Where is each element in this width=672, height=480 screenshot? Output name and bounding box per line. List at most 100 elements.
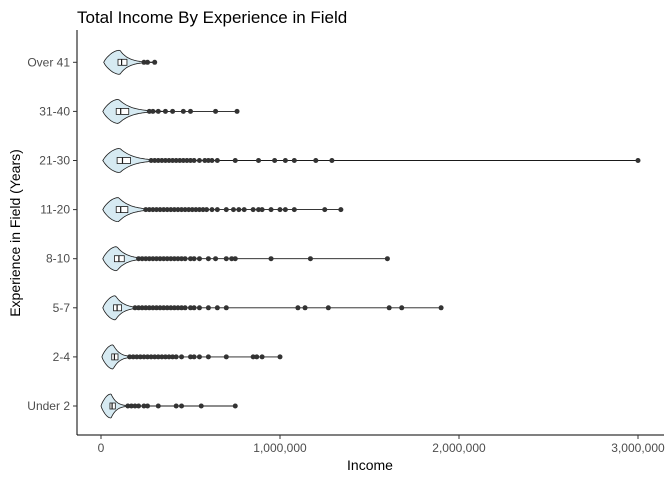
outlier-point (182, 305, 188, 311)
outlier-point (438, 305, 444, 311)
outlier-point (164, 256, 170, 262)
outlier-point (205, 158, 211, 163)
outlier-point (177, 158, 183, 163)
outlier-point (153, 256, 159, 262)
outlier-point (141, 354, 147, 360)
outlier-point (166, 354, 172, 360)
outlier-point (145, 403, 151, 409)
outlier-point (146, 207, 152, 213)
violin-group (102, 295, 444, 321)
outlier-point (223, 256, 229, 262)
outlier-point (196, 354, 202, 360)
outlier-point (157, 207, 163, 213)
outlier-point (268, 207, 274, 213)
outlier-point (139, 305, 145, 311)
y-tick-label: Under 2 (27, 399, 70, 413)
outlier-point (128, 403, 134, 409)
outlier-point (250, 207, 256, 213)
outlier-point (209, 207, 215, 213)
outlier-point (188, 305, 193, 311)
violin-shape (101, 344, 139, 370)
outlier-point (162, 158, 168, 163)
outlier-point (155, 158, 161, 163)
violin-shape (103, 49, 155, 75)
outlier-point (234, 108, 240, 114)
outlier-point (136, 256, 142, 262)
outlier-point (182, 207, 188, 213)
outlier-point (125, 403, 131, 409)
outlier-point (161, 256, 167, 262)
iqr-box (116, 157, 131, 164)
outlier-point (173, 354, 179, 360)
outlier-point (205, 305, 211, 311)
outlier-point (137, 354, 143, 360)
y-tick-label: 2-4 (53, 350, 71, 364)
outlier-point (150, 108, 156, 114)
outlier-point (146, 256, 152, 262)
outlier-point (159, 158, 165, 163)
outlier-point (152, 158, 158, 163)
outlier-point (256, 158, 262, 163)
outlier-point (155, 354, 161, 360)
outlier-point (302, 305, 308, 311)
outlier-point (386, 305, 392, 311)
outlier-point (189, 207, 195, 213)
outlier-point (153, 207, 159, 213)
y-tick-label: 11-20 (40, 203, 70, 217)
violin-group (101, 344, 283, 370)
outlier-point (184, 158, 190, 163)
outlier-point (150, 305, 156, 311)
outlier-point (155, 108, 161, 114)
y-tick-label: 31-40 (39, 104, 70, 118)
outlier-point (145, 354, 151, 360)
outlier-point (148, 354, 154, 360)
outlier-point (161, 207, 167, 213)
outlier-point (150, 256, 156, 262)
outlier-point (191, 158, 197, 163)
outlier-point (191, 256, 197, 262)
outlier-point (223, 305, 229, 311)
outlier-point (148, 158, 154, 163)
chart-title: Total Income By Experience in Field (77, 8, 347, 27)
outlier-point (179, 305, 185, 311)
violin-group (103, 49, 158, 75)
outlier-point (307, 256, 313, 262)
outlier-point (179, 354, 185, 360)
outlier-point (170, 158, 176, 163)
y-tick-label: 21-30 (39, 154, 70, 168)
outlier-point (384, 256, 390, 262)
violin-shape (102, 98, 169, 124)
outlier-point (196, 305, 202, 311)
iqr-box (115, 108, 130, 115)
outlier-point (241, 207, 247, 213)
outlier-point (213, 256, 219, 262)
outlier-point (175, 256, 181, 262)
y-tick-label: Over 41 (27, 55, 70, 69)
iqr-box (117, 58, 128, 66)
outlier-point (295, 305, 301, 311)
outlier-point (182, 256, 188, 262)
outlier-point (268, 256, 274, 262)
outlier-point (152, 59, 158, 65)
y-axis-title: Experience in Field (Years) (7, 149, 23, 317)
outlier-point (136, 403, 142, 409)
outlier-point (159, 354, 165, 360)
outlier-point (277, 207, 283, 213)
outlier-point (202, 158, 208, 163)
outlier-point (193, 207, 199, 213)
y-tick-label: 5-7 (53, 301, 71, 315)
outlier-point (132, 403, 138, 409)
outlier-point (399, 305, 405, 311)
violin-shape (102, 246, 156, 272)
outlier-point (196, 158, 202, 163)
violin-group (102, 246, 390, 272)
outlier-point (153, 305, 159, 311)
violin-group (100, 393, 238, 419)
outlier-point (168, 305, 174, 311)
outlier-point (180, 158, 186, 163)
outlier-point (196, 207, 202, 213)
violin-group (102, 98, 240, 124)
outlier-point (155, 403, 161, 409)
outlier-point (166, 158, 172, 163)
outlier-point (136, 305, 142, 311)
